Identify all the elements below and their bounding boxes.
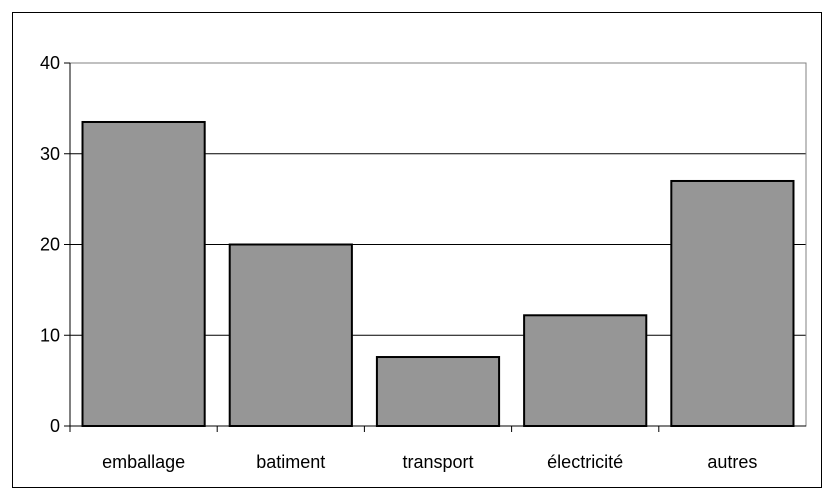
y-tick-label: 40 — [40, 53, 60, 73]
x-tick-label: batiment — [256, 452, 325, 472]
y-tick-label: 10 — [40, 325, 60, 345]
x-tick-label: autres — [707, 452, 757, 472]
x-tick-label: transport — [402, 452, 473, 472]
bar-1 — [81, 120, 206, 428]
y-tick-label: 30 — [40, 144, 60, 164]
bar-2 — [228, 243, 353, 427]
y-tick-label: 20 — [40, 235, 60, 255]
bar-5 — [670, 179, 795, 427]
x-axis-ticks: emballage batiment transport électricité aut… — [69, 426, 757, 472]
bar-3 — [375, 356, 501, 427]
y-axis-ticks: 0 10 20 30 40 — [40, 53, 70, 436]
y-tick-label: 0 — [50, 416, 60, 436]
bar-4 — [523, 314, 648, 427]
x-tick-label: emballage — [102, 452, 185, 472]
bars — [81, 120, 795, 428]
x-tick-label: électricité — [547, 452, 623, 472]
